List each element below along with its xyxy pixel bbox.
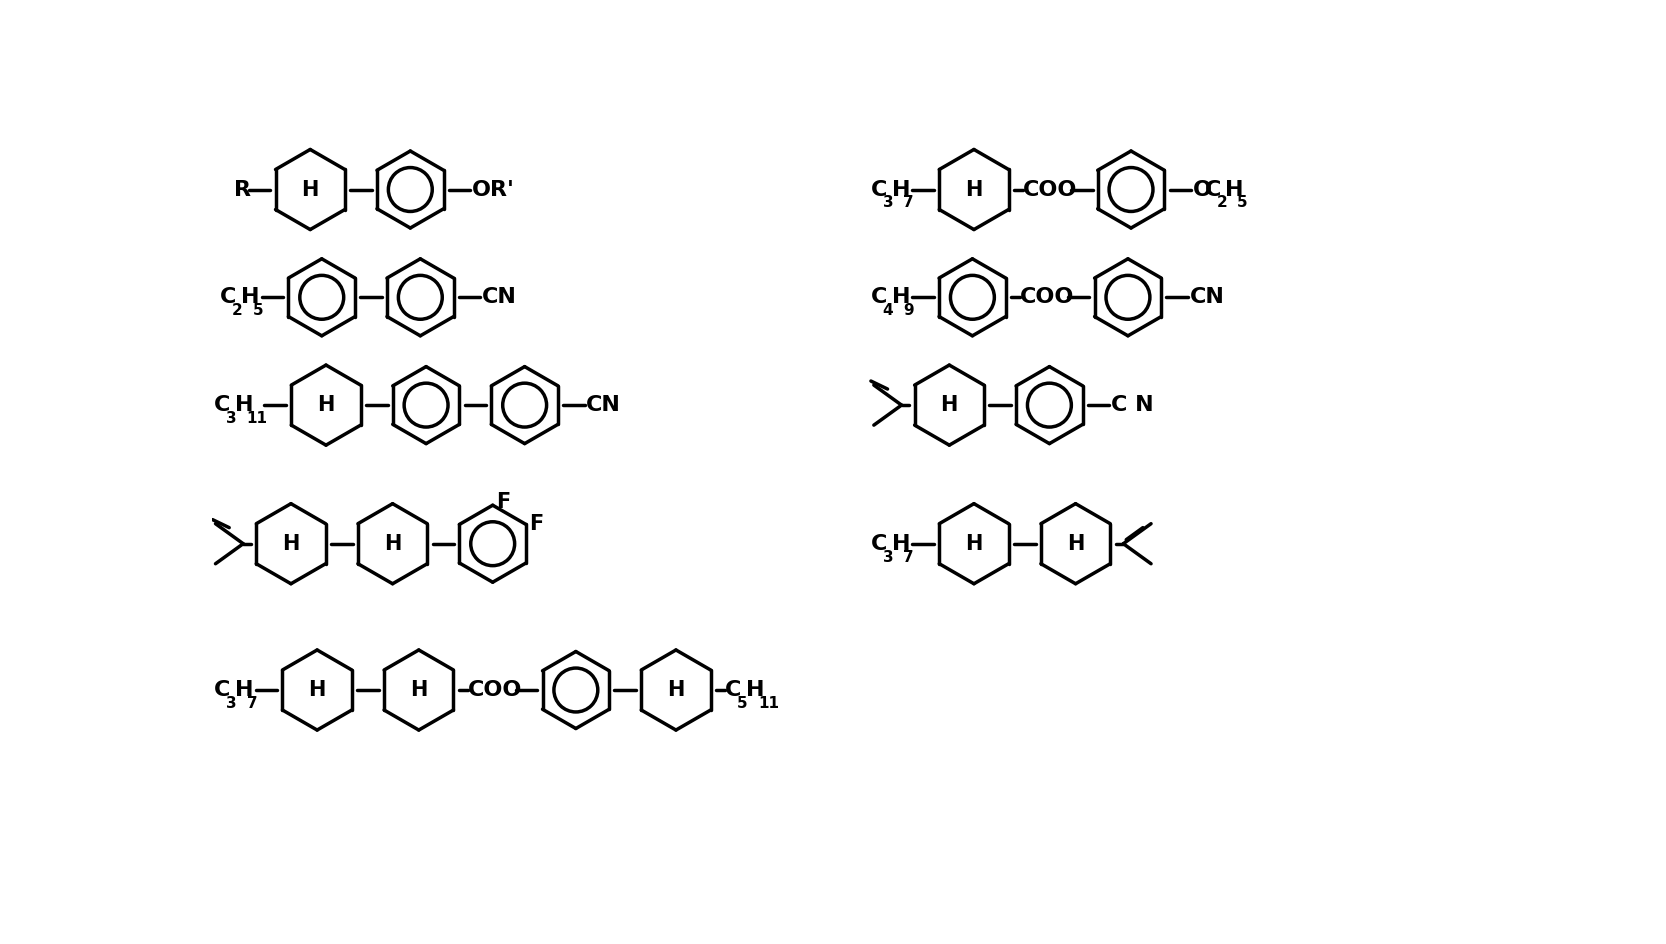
Text: H: H bbox=[891, 287, 910, 308]
Text: COO: COO bbox=[1023, 179, 1078, 199]
Text: H: H bbox=[1226, 179, 1245, 199]
Text: 2: 2 bbox=[1216, 195, 1228, 211]
Text: C: C bbox=[725, 680, 741, 700]
Text: H: H bbox=[891, 179, 910, 199]
Text: H: H bbox=[383, 533, 402, 554]
Text: R: R bbox=[233, 179, 252, 199]
Text: C N: C N bbox=[1111, 396, 1153, 415]
Text: 9: 9 bbox=[903, 303, 915, 318]
Text: C: C bbox=[213, 680, 230, 700]
Text: CN: CN bbox=[1190, 287, 1225, 308]
Text: 2: 2 bbox=[232, 303, 243, 318]
Text: 3: 3 bbox=[227, 696, 237, 711]
Text: 3: 3 bbox=[883, 195, 893, 211]
Text: H: H bbox=[235, 396, 253, 415]
Text: 5: 5 bbox=[1238, 195, 1248, 211]
Text: H: H bbox=[282, 533, 300, 554]
Text: H: H bbox=[1066, 533, 1085, 554]
Text: C: C bbox=[871, 179, 886, 199]
Text: C: C bbox=[1205, 179, 1221, 199]
Text: F: F bbox=[496, 492, 510, 513]
Text: H: H bbox=[668, 680, 685, 700]
Text: COO: COO bbox=[1020, 287, 1075, 308]
Text: 3: 3 bbox=[883, 549, 893, 565]
Text: C: C bbox=[213, 396, 230, 415]
Text: 7: 7 bbox=[247, 696, 257, 711]
Text: 7: 7 bbox=[903, 549, 915, 565]
Text: 4: 4 bbox=[883, 303, 893, 318]
Text: H: H bbox=[891, 533, 910, 554]
Text: H: H bbox=[410, 680, 428, 700]
Text: H: H bbox=[965, 179, 983, 199]
Text: 11: 11 bbox=[758, 696, 780, 711]
Text: CN: CN bbox=[586, 396, 621, 415]
Text: H: H bbox=[746, 680, 765, 700]
Text: H: H bbox=[242, 287, 260, 308]
Text: H: H bbox=[317, 396, 335, 415]
Text: COO: COO bbox=[468, 680, 523, 700]
Text: C: C bbox=[871, 533, 886, 554]
Text: H: H bbox=[941, 396, 958, 415]
Text: 5: 5 bbox=[736, 696, 748, 711]
Text: 3: 3 bbox=[227, 411, 237, 426]
Text: H: H bbox=[965, 533, 983, 554]
Text: H: H bbox=[302, 179, 318, 199]
Text: C: C bbox=[220, 287, 237, 308]
Text: O: O bbox=[1193, 179, 1211, 199]
Text: CN: CN bbox=[481, 287, 516, 308]
Text: 11: 11 bbox=[247, 411, 268, 426]
Text: 5: 5 bbox=[253, 303, 263, 318]
Text: 7: 7 bbox=[903, 195, 915, 211]
Text: F: F bbox=[530, 514, 543, 534]
Text: H: H bbox=[308, 680, 327, 700]
Text: C: C bbox=[871, 287, 886, 308]
Text: OR': OR' bbox=[471, 179, 515, 199]
Text: H: H bbox=[235, 680, 253, 700]
